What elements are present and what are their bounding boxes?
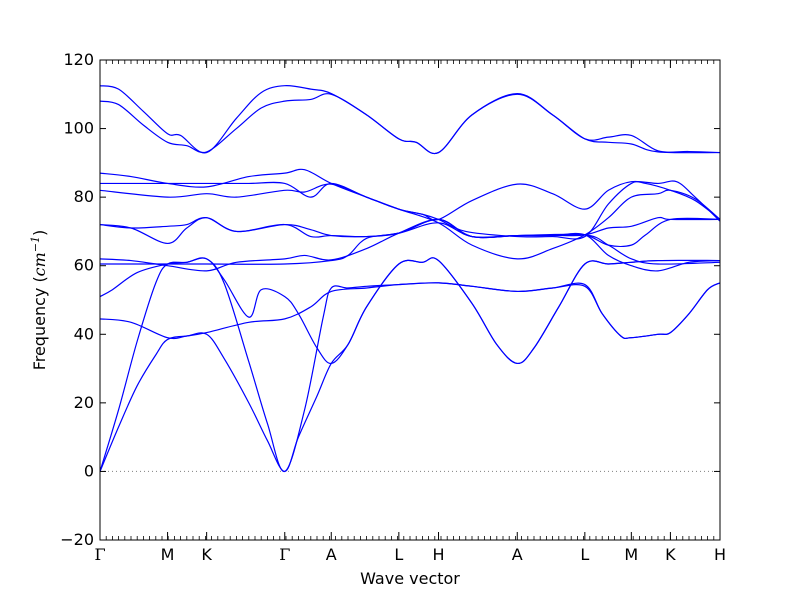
y-tick-label: 100 <box>63 119 94 138</box>
x-tick-label: Γ <box>279 545 290 564</box>
y-tick-label: 80 <box>74 187 94 206</box>
x-tick-label: M <box>161 545 175 564</box>
x-tick-label: M <box>624 545 638 564</box>
x-axis-label: Wave vector <box>360 569 460 588</box>
y-axis-ticks: −20 0 20 40 60 80 100 120 <box>60 50 720 549</box>
y-tick-label: 0 <box>84 461 94 480</box>
y-axis-label: Frequency (cm−1) <box>29 230 49 371</box>
band-line-9 <box>100 218 720 265</box>
x-tick-label: Γ <box>94 545 105 564</box>
y-tick-label: 20 <box>74 393 94 412</box>
x-tick-label: H <box>433 545 445 564</box>
y-tick-label: 60 <box>74 256 94 275</box>
band-lines <box>100 85 720 473</box>
y-tick-label: 120 <box>63 50 94 69</box>
y-tick-label: −20 <box>60 530 94 549</box>
x-tick-label: H <box>714 545 726 564</box>
band-line-8 <box>100 218 720 272</box>
y-tick-label: 40 <box>74 324 94 343</box>
band-line-13 <box>100 257 720 473</box>
x-tick-label: K <box>665 545 676 564</box>
x-tick-label: A <box>512 545 523 564</box>
plot-frame <box>99 59 721 541</box>
band-line-5 <box>100 183 720 260</box>
x-tick-label: L <box>394 545 403 564</box>
x-tick-label: A <box>326 545 337 564</box>
x-tick-label: K <box>201 545 212 564</box>
x-tick-label: L <box>580 545 589 564</box>
band-line-12 <box>100 257 720 473</box>
band-line-2 <box>100 93 720 155</box>
